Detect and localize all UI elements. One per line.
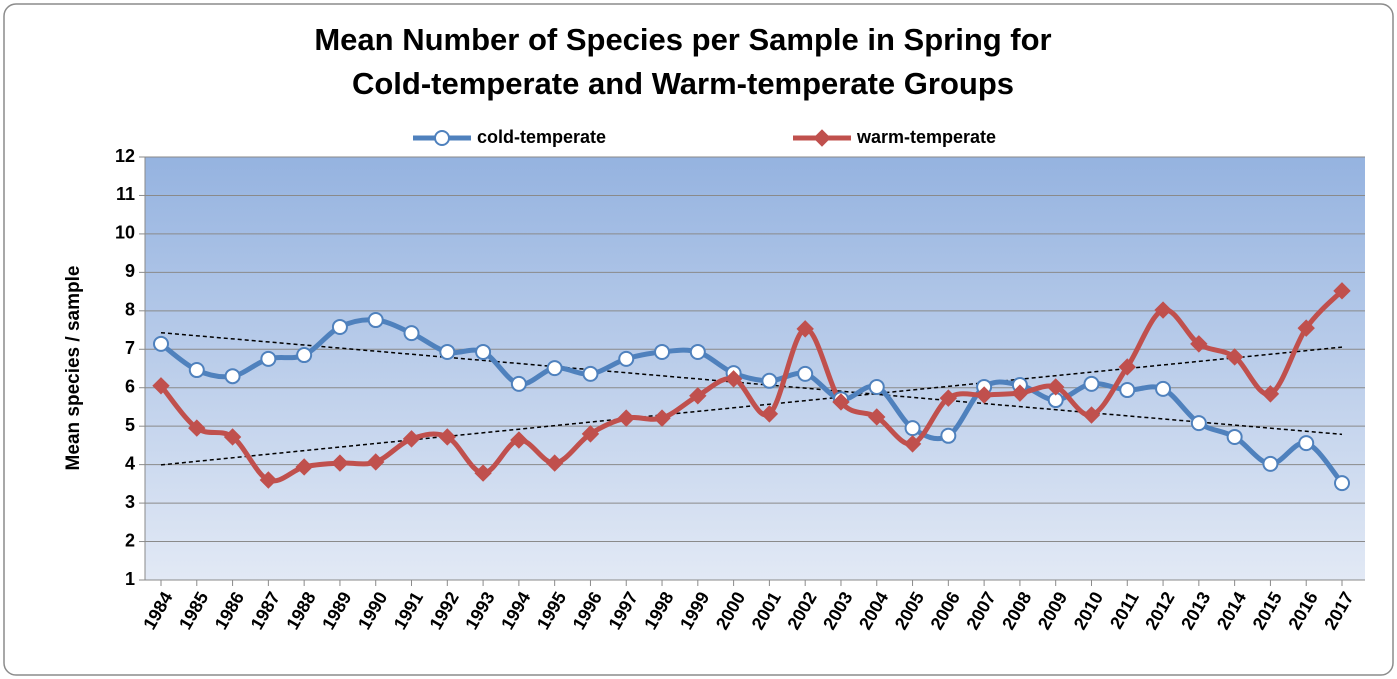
point xyxy=(223,428,242,446)
point xyxy=(1011,384,1029,402)
point xyxy=(439,343,456,360)
y-tick-label: 10 xyxy=(115,223,135,243)
point xyxy=(367,312,384,329)
point xyxy=(581,425,600,443)
y-tick-label: 4 xyxy=(125,453,135,473)
y-tick-label: 7 xyxy=(125,338,135,358)
trendline xyxy=(160,331,1343,436)
point xyxy=(152,377,170,395)
point xyxy=(1082,406,1101,424)
point xyxy=(1261,385,1280,403)
point xyxy=(1190,335,1208,353)
point xyxy=(438,428,457,446)
point xyxy=(296,347,313,364)
point xyxy=(1046,378,1065,396)
point xyxy=(153,335,169,352)
legend-label: warm-temperate xyxy=(856,127,996,147)
legend-label: cold-temperate xyxy=(477,127,606,147)
point xyxy=(1298,435,1315,452)
point xyxy=(868,378,885,395)
point xyxy=(188,419,206,437)
point xyxy=(475,343,492,360)
point xyxy=(653,409,671,427)
point xyxy=(224,368,241,385)
y-tick-label: 9 xyxy=(125,261,135,281)
point xyxy=(1154,301,1172,319)
y-tick-label: 8 xyxy=(125,300,135,320)
point xyxy=(724,370,743,388)
point xyxy=(689,387,707,405)
point xyxy=(295,458,313,476)
point xyxy=(939,389,958,407)
point xyxy=(331,318,348,335)
point xyxy=(582,365,599,382)
point xyxy=(259,471,278,489)
point xyxy=(797,365,814,382)
point xyxy=(761,372,778,389)
point xyxy=(474,464,492,482)
point xyxy=(904,420,921,437)
y-tick-label: 2 xyxy=(125,530,135,550)
chart-title: Mean Number of Species per Sample in Spr… xyxy=(314,22,1051,57)
point xyxy=(796,320,814,338)
point xyxy=(1297,319,1315,337)
point xyxy=(760,405,779,423)
point xyxy=(975,386,993,404)
trendline xyxy=(160,346,1343,466)
y-tick-label: 3 xyxy=(125,492,135,512)
point xyxy=(1119,382,1136,399)
point xyxy=(1118,358,1136,376)
point xyxy=(940,427,957,444)
point xyxy=(868,408,886,426)
y-tick-label: 12 xyxy=(115,146,135,166)
point xyxy=(545,454,564,472)
point xyxy=(832,393,850,411)
series-line xyxy=(159,317,1344,485)
point xyxy=(1155,380,1172,397)
point xyxy=(1083,375,1100,392)
point xyxy=(654,343,671,360)
point xyxy=(546,360,563,377)
point xyxy=(618,350,635,367)
point xyxy=(617,409,635,427)
plot-area xyxy=(145,157,1365,580)
point xyxy=(1226,428,1243,445)
point xyxy=(402,430,421,448)
point xyxy=(510,431,528,449)
point xyxy=(367,453,385,471)
y-tick-label: 1 xyxy=(125,569,135,589)
chart-title: Cold-temperate and Warm-temperate Groups xyxy=(352,66,1014,101)
point xyxy=(903,435,922,453)
point xyxy=(1262,455,1279,472)
point xyxy=(510,375,527,392)
point xyxy=(331,454,349,472)
point xyxy=(1225,348,1244,366)
point xyxy=(260,350,277,367)
point xyxy=(689,343,706,360)
y-axis-title: Mean species / sample xyxy=(63,266,84,471)
point xyxy=(813,129,831,147)
point xyxy=(1333,282,1351,300)
point xyxy=(434,130,450,146)
y-tick-label: 6 xyxy=(125,376,135,396)
y-tick-label: 11 xyxy=(116,184,135,204)
point xyxy=(403,325,420,342)
point xyxy=(1190,415,1207,432)
point xyxy=(1334,475,1350,492)
point xyxy=(188,362,205,379)
y-tick-label: 5 xyxy=(125,415,135,435)
